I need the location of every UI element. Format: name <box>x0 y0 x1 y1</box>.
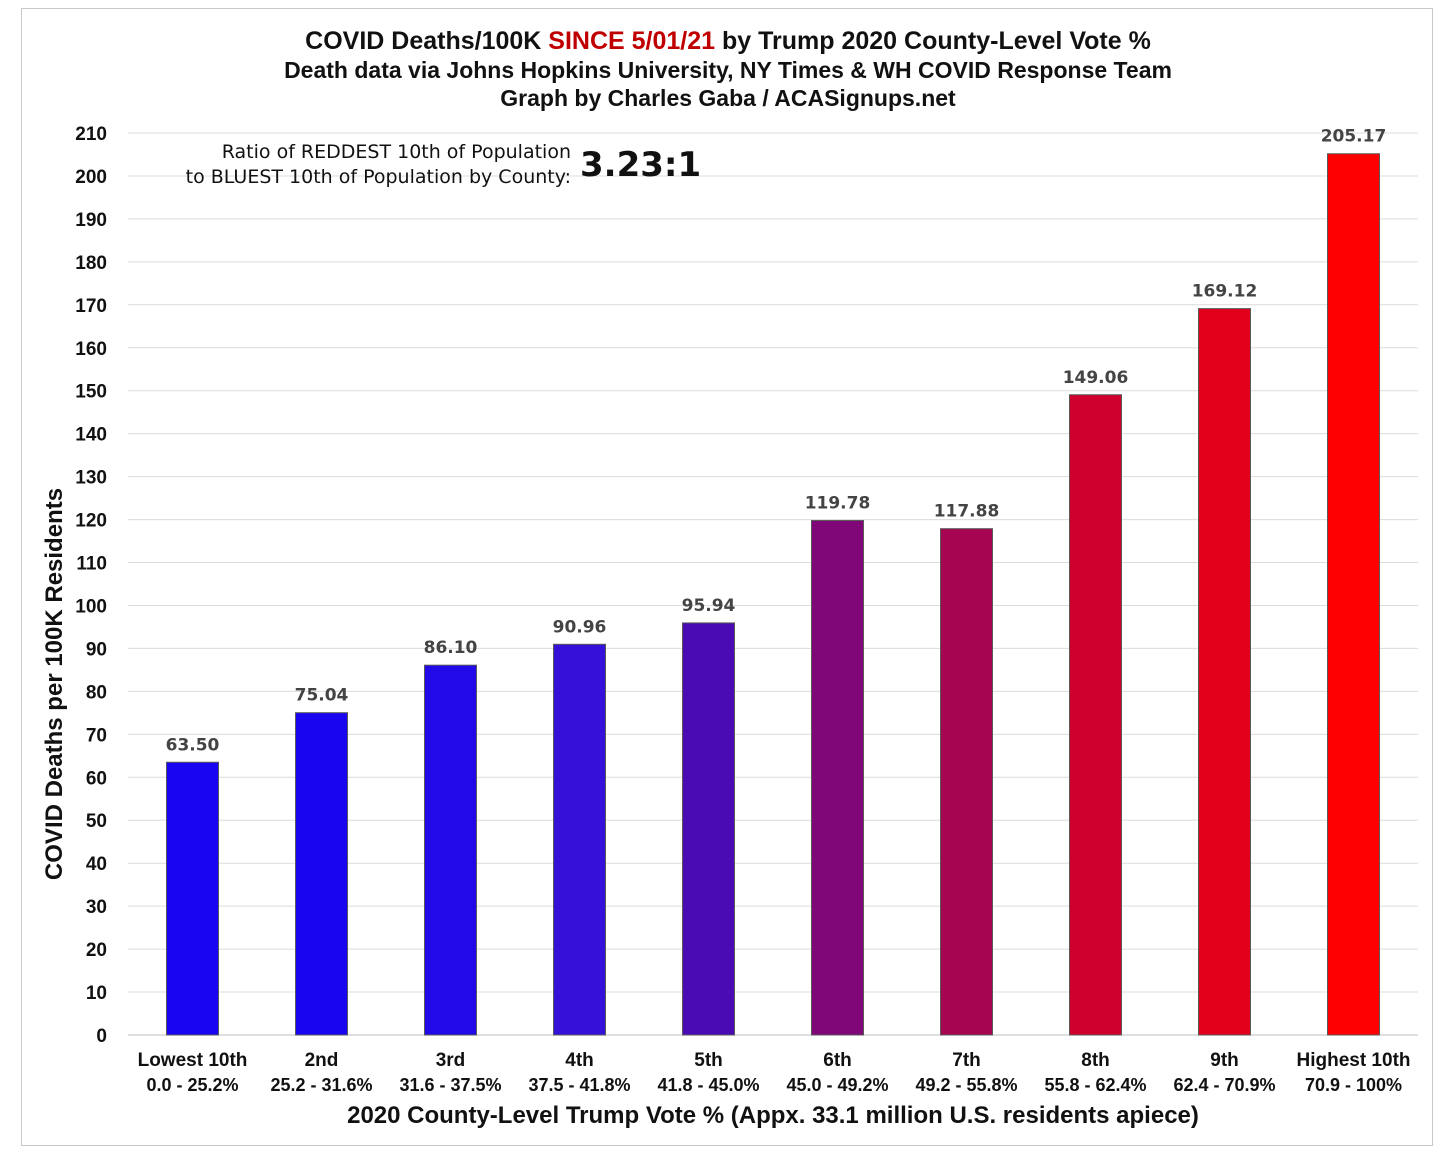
bar-value-label: 86.10 <box>424 638 478 658</box>
y-tick-label: 190 <box>75 210 107 231</box>
x-tick-label: 6th <box>823 1050 852 1071</box>
y-tick-label: 30 <box>86 897 107 918</box>
chart-title-part1: COVID Deaths/100K <box>305 27 549 55</box>
y-tick-label: 90 <box>86 639 107 660</box>
y-tick-label: 70 <box>86 725 107 746</box>
bar <box>682 622 735 1036</box>
bar-value-label: 75.04 <box>295 686 349 706</box>
x-tick-range-label: 31.6 - 37.5% <box>399 1075 501 1095</box>
ratio-annotation-label: Ratio of REDDEST 10th of Population to B… <box>120 140 571 190</box>
x-tick-label: 8th <box>1081 1050 1110 1071</box>
chart-title-part2: by Trump 2020 County-Level Vote % <box>715 27 1151 55</box>
bar-value-label: 63.50 <box>166 735 220 755</box>
y-tick-label: 20 <box>86 940 107 961</box>
y-axis-title: COVID Deaths per 100K Residents <box>41 488 68 880</box>
x-tick-label: 9th <box>1210 1050 1239 1071</box>
y-tick-label: 80 <box>86 682 107 703</box>
y-tick-label: 150 <box>75 382 107 403</box>
bar <box>940 528 993 1036</box>
chart-subtitle-credit: Graph by Charles Gaba / ACASignups.net <box>500 85 956 111</box>
bar <box>1327 153 1380 1036</box>
x-tick-range-label: 45.0 - 49.2% <box>786 1075 888 1095</box>
bar-value-label: 117.88 <box>934 502 1000 522</box>
chart-subtitle-source: Death data via Johns Hopkins University,… <box>284 57 1172 83</box>
x-tick-label: 3rd <box>436 1050 466 1071</box>
ratio-annotation-value: 3.23:1 <box>580 145 702 185</box>
x-tick-label: 5th <box>694 1050 723 1071</box>
x-axis-title: 2020 County-Level Trump Vote % (Appx. 33… <box>347 1102 1199 1129</box>
x-tick-label: 7th <box>952 1050 981 1071</box>
x-tick-label: Highest 10th <box>1296 1050 1410 1071</box>
y-tick-label: 170 <box>75 296 107 317</box>
x-tick-range-label: 0.0 - 25.2% <box>146 1075 238 1095</box>
y-tick-label: 110 <box>76 554 107 575</box>
bar <box>424 664 477 1036</box>
y-tick-label: 10 <box>86 983 107 1004</box>
y-tick-label: 0 <box>96 1026 107 1047</box>
x-tick-range-label: 25.2 - 31.6% <box>270 1075 372 1095</box>
bar <box>1069 394 1122 1036</box>
y-tick-label: 180 <box>75 253 107 274</box>
x-tick-label: Lowest 10th <box>138 1050 248 1071</box>
y-tick-label: 40 <box>86 854 107 875</box>
y-tick-label: 50 <box>86 811 107 832</box>
bar-value-label: 169.12 <box>1192 282 1258 302</box>
ratio-annotation-line1: Ratio of REDDEST 10th of Population <box>221 141 571 163</box>
bar-value-label: 90.96 <box>553 617 607 637</box>
x-tick-range-label: 37.5 - 41.8% <box>528 1075 630 1095</box>
y-tick-label: 60 <box>86 768 107 789</box>
y-tick-label: 140 <box>75 425 107 446</box>
bar <box>166 761 219 1036</box>
x-tick-label: 4th <box>565 1050 594 1071</box>
x-tick-range-label: 49.2 - 55.8% <box>915 1075 1017 1095</box>
bar <box>553 643 606 1036</box>
y-tick-label: 120 <box>75 511 107 532</box>
x-tick-label: 2nd <box>305 1050 339 1071</box>
y-tick-label: 160 <box>75 339 107 360</box>
y-tick-label: 100 <box>75 596 107 617</box>
bar <box>811 520 864 1036</box>
bar-value-label: 95.94 <box>682 596 736 616</box>
x-tick-range-label: 70.9 - 100% <box>1305 1075 1402 1095</box>
bar <box>1198 308 1251 1036</box>
x-tick-range-label: 41.8 - 45.0% <box>657 1075 759 1095</box>
chart-title-highlight: SINCE 5/01/21 <box>548 27 716 55</box>
x-tick-range-label: 55.8 - 62.4% <box>1044 1075 1146 1095</box>
y-tick-label: 130 <box>75 468 107 489</box>
bar-value-label: 149.06 <box>1063 368 1129 388</box>
y-tick-label: 210 <box>75 124 107 145</box>
y-tick-label: 200 <box>75 167 107 188</box>
bar-value-label: 119.78 <box>805 494 871 514</box>
ratio-annotation-line2: to BLUEST 10th of Population by County: <box>185 166 571 188</box>
bar-value-label: 205.17 <box>1321 127 1387 147</box>
bar <box>295 712 348 1036</box>
chart-title: COVID Deaths/100K SINCE 5/01/21 by Trump… <box>0 27 1456 56</box>
x-tick-range-label: 62.4 - 70.9% <box>1173 1075 1275 1095</box>
